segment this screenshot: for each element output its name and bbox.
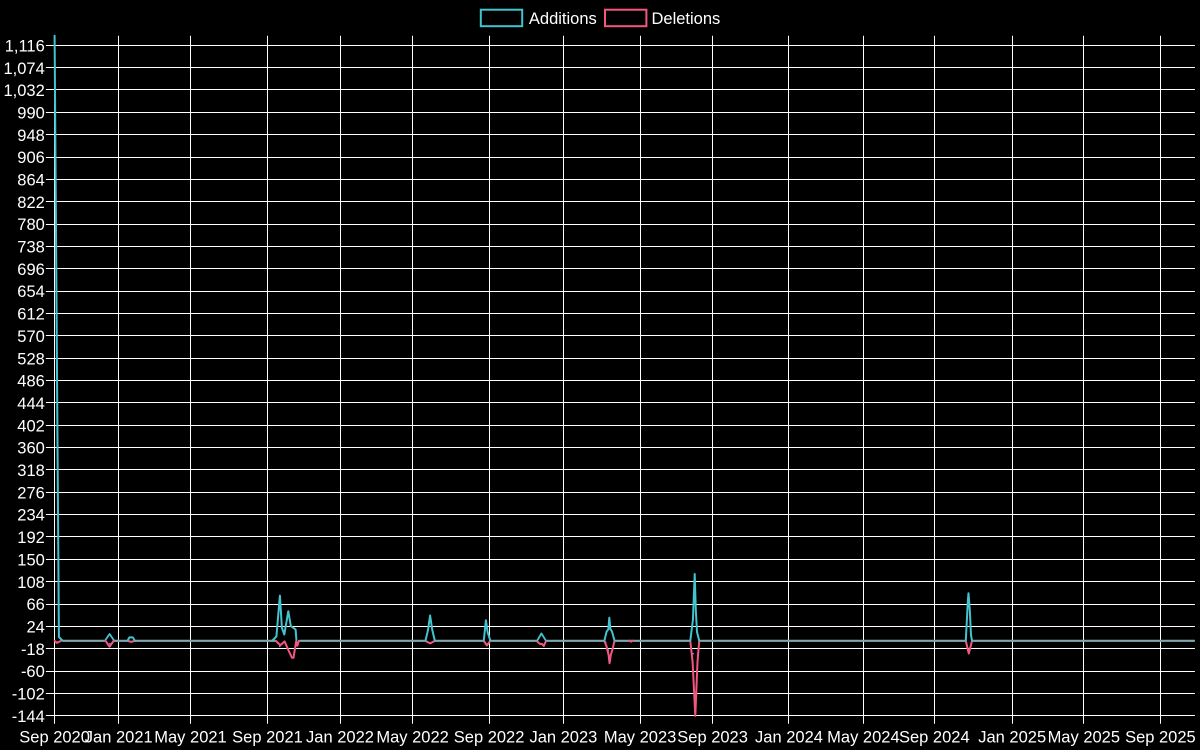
- svg-text:1,032: 1,032: [4, 82, 45, 100]
- svg-text:Jan 2022: Jan 2022: [306, 729, 374, 747]
- svg-text:822: 822: [17, 194, 45, 212]
- svg-text:906: 906: [17, 149, 45, 167]
- svg-text:Sep 2022: Sep 2022: [454, 729, 525, 747]
- svg-text:402: 402: [17, 417, 45, 435]
- svg-text:990: 990: [17, 104, 45, 122]
- svg-text:654: 654: [17, 283, 45, 301]
- svg-text:Additions: Additions: [529, 10, 597, 28]
- svg-text:192: 192: [17, 529, 45, 547]
- svg-text:Jan 2023: Jan 2023: [529, 729, 597, 747]
- svg-text:780: 780: [17, 216, 45, 234]
- svg-text:Sep 2021: Sep 2021: [232, 729, 303, 747]
- svg-text:-102: -102: [12, 686, 45, 704]
- svg-text:738: 738: [17, 239, 45, 257]
- svg-text:May 2025: May 2025: [1048, 729, 1120, 747]
- svg-text:Jan 2025: Jan 2025: [978, 729, 1046, 747]
- svg-text:948: 948: [17, 127, 45, 145]
- svg-text:-60: -60: [21, 663, 45, 681]
- svg-text:1,116: 1,116: [5, 37, 45, 55]
- svg-text:108: 108: [17, 574, 45, 592]
- svg-text:696: 696: [17, 261, 45, 279]
- svg-text:318: 318: [17, 462, 45, 480]
- svg-text:May 2021: May 2021: [154, 729, 226, 747]
- svg-text:Deletions: Deletions: [652, 10, 721, 28]
- svg-text:570: 570: [17, 328, 45, 346]
- svg-text:Sep 2025: Sep 2025: [1125, 729, 1196, 747]
- svg-text:Jan 2021: Jan 2021: [85, 729, 153, 747]
- svg-text:-144: -144: [12, 708, 45, 726]
- svg-text:444: 444: [17, 395, 45, 413]
- svg-text:276: 276: [17, 484, 45, 502]
- svg-text:234: 234: [17, 507, 45, 525]
- svg-text:May 2022: May 2022: [376, 729, 448, 747]
- svg-text:May 2023: May 2023: [604, 729, 676, 747]
- svg-text:-18: -18: [21, 641, 45, 659]
- svg-text:Sep 2024: Sep 2024: [899, 729, 970, 747]
- svg-text:360: 360: [17, 440, 45, 458]
- svg-text:612: 612: [17, 306, 45, 324]
- svg-text:1,074: 1,074: [4, 60, 45, 78]
- svg-text:150: 150: [17, 551, 45, 569]
- svg-text:Jan 2024: Jan 2024: [755, 729, 823, 747]
- svg-text:24: 24: [26, 618, 44, 636]
- svg-text:Sep 2023: Sep 2023: [677, 729, 748, 747]
- svg-text:66: 66: [26, 596, 44, 614]
- svg-text:528: 528: [17, 350, 45, 368]
- svg-text:486: 486: [17, 373, 45, 391]
- svg-text:864: 864: [17, 171, 45, 189]
- svg-text:May 2024: May 2024: [827, 729, 899, 747]
- svg-text:Sep 2020: Sep 2020: [19, 729, 90, 747]
